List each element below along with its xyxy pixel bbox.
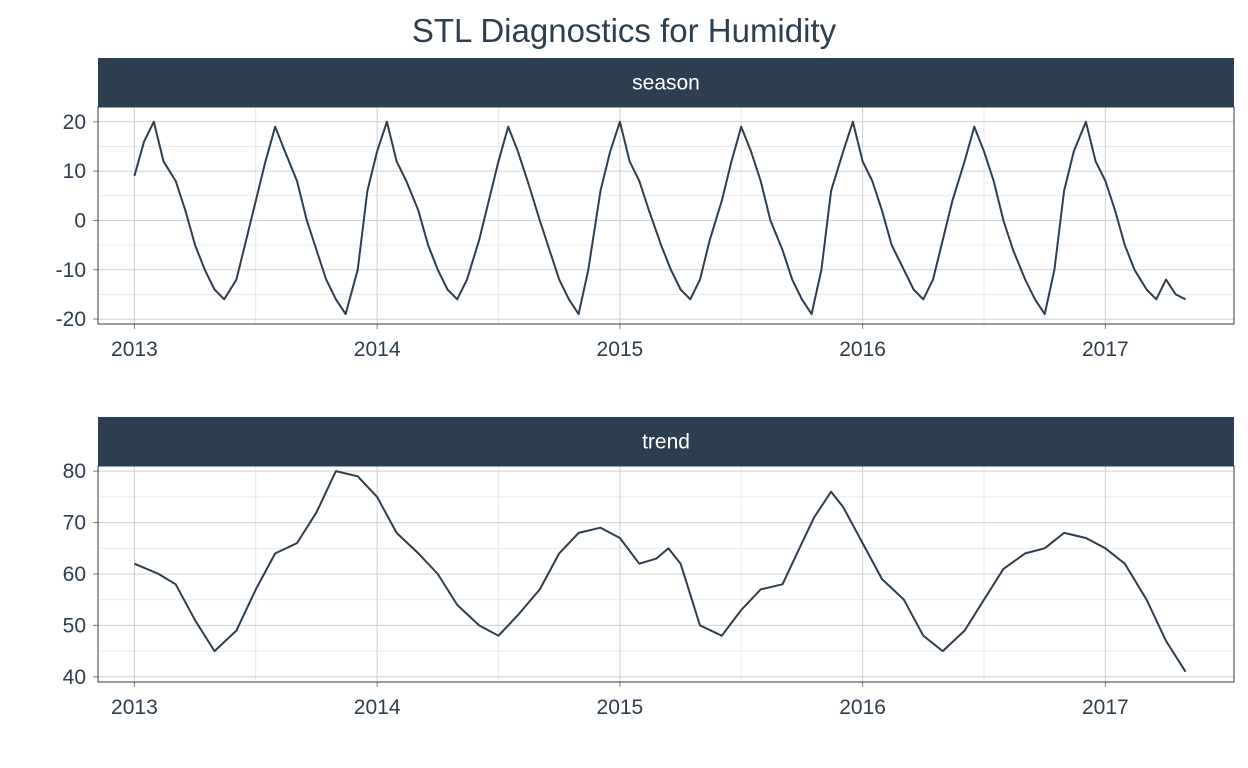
x-tick-label: 2015 [597, 338, 644, 361]
facet-strip-trend [98, 417, 1234, 466]
facet-strip-season [98, 58, 1234, 107]
y-tick-label: 50 [63, 614, 86, 637]
y-tick-label: 0 [74, 209, 86, 232]
y-tick-label: 80 [63, 460, 86, 483]
series-line-trend [134, 470, 1187, 673]
y-tick-label: 20 [63, 111, 86, 134]
y-tick-label: 10 [63, 160, 86, 183]
y-tick-label: -10 [56, 259, 86, 282]
y-tick-label: 70 [63, 512, 86, 535]
x-tick-label: 2016 [839, 338, 886, 361]
series-line-season [133, 120, 1186, 316]
x-tick-label: 2017 [1082, 696, 1129, 719]
x-tick-label: 2017 [1082, 338, 1129, 361]
x-tick-label: 2014 [354, 696, 401, 719]
chart-title: STL Diagnostics for Humidity [411, 12, 837, 49]
panel-season: season -20 -10 0 10 20 2013 2014 2015 2016 2017 [56, 58, 1235, 361]
y-tick-label: 60 [63, 563, 86, 586]
facet-strip-label-trend: trend [642, 431, 690, 454]
facet-strip-label-season: season [632, 72, 700, 95]
y-tick-label: 40 [63, 666, 86, 689]
x-tick-label: 2016 [839, 696, 886, 719]
x-tick-label: 2013 [111, 696, 158, 719]
x-tick-label: 2013 [111, 338, 158, 361]
y-tick-label: -20 [56, 308, 86, 331]
x-tick-label: 2015 [597, 696, 644, 719]
x-tick-label: 2014 [354, 338, 401, 361]
panel-border-season [97, 106, 1235, 325]
panel-border-trend [97, 465, 1235, 683]
panel-trend: trend 40 50 60 70 80 2013 2014 2015 2016 2017 [63, 417, 1235, 719]
